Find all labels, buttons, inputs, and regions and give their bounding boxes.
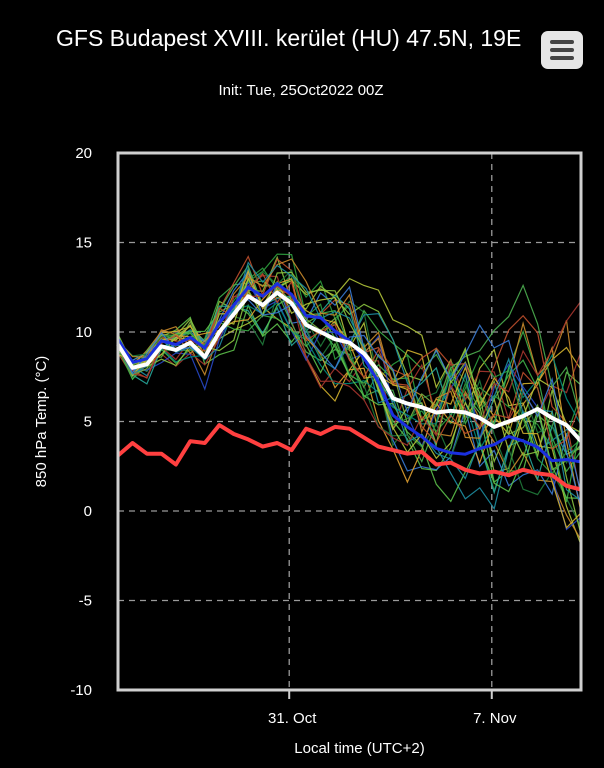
plot-frame [116, 151, 583, 692]
chart-title: GFS Budapest XVIII. kerület (HU) 47.5N, … [56, 25, 522, 51]
ensemble-member-line [117, 264, 582, 464]
y-axis-ticks: -10 -5 0 5 10 15 20 [70, 145, 92, 699]
ensemble-members [116, 253, 582, 546]
ensemble-member-line [117, 294, 582, 495]
ensemble-member-line [117, 261, 582, 502]
mean-series-line [116, 290, 583, 443]
y-tick-label: 0 [84, 503, 92, 520]
ensemble-member-line [117, 285, 582, 447]
y-tick-label: 20 [75, 145, 92, 162]
y-tick-label: 10 [75, 324, 92, 341]
x-tick-label: 7. Nov [473, 710, 517, 727]
y-tick-label: 15 [75, 235, 92, 252]
ensemble-member-line [117, 295, 582, 503]
series-lines [116, 290, 583, 492]
y-axis-label: 850 hPa Temp. (°C) [33, 356, 50, 488]
x-axis-label: Local time (UTC+2) [294, 740, 424, 757]
y-tick-label: 5 [84, 414, 92, 431]
y-tick-label: -5 [79, 593, 92, 610]
climatology-series-line [116, 423, 582, 492]
hamburger-menu-icon[interactable] [541, 31, 583, 69]
chart-subtitle: Init: Tue, 25Oct2022 00Z [0, 82, 604, 99]
x-tick-label: 31. Oct [268, 710, 317, 727]
x-axis-ticks: 31. Oct 7. Nov [268, 690, 517, 727]
chart-subtitle-text: Init: Tue, 25Oct2022 00Z [218, 82, 384, 99]
y-tick-label: -10 [70, 682, 92, 699]
